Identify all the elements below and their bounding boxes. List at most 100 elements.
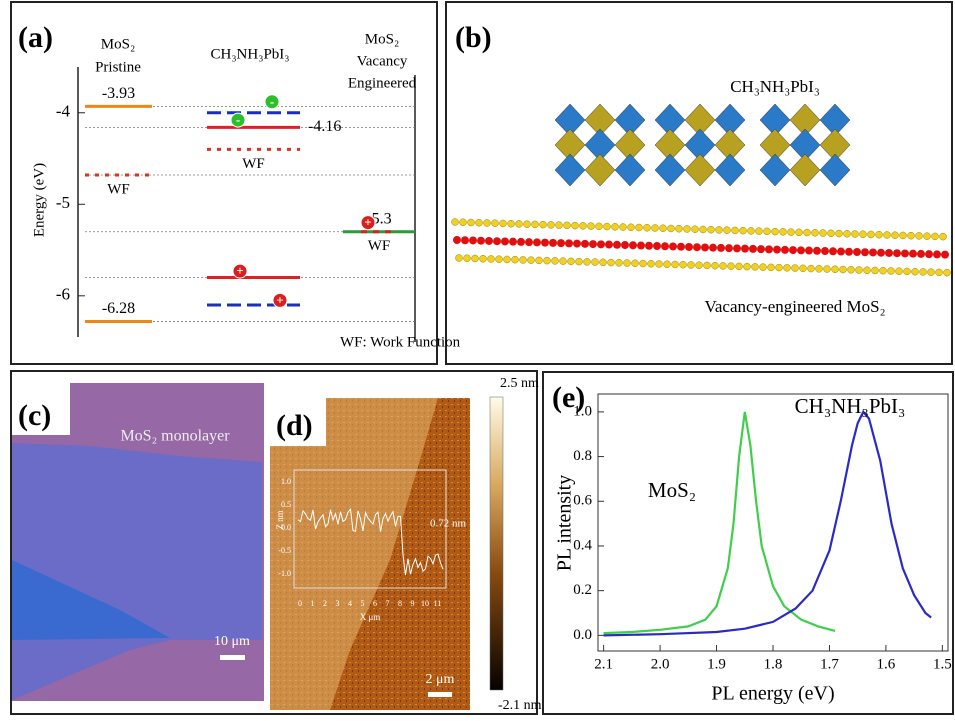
level-label: WF <box>107 181 130 197</box>
atom <box>732 227 739 234</box>
y-tick-label: 0.4 <box>573 537 592 553</box>
x-axis-label: PL energy (eV) <box>711 683 834 705</box>
x-tick-label: 1.8 <box>764 656 783 672</box>
atom <box>773 246 781 254</box>
atom <box>536 257 543 264</box>
atom <box>452 219 459 226</box>
legend-label: CH₃NH₃PbI₃ <box>795 394 906 418</box>
atom <box>709 244 717 252</box>
atom <box>540 221 547 228</box>
inset-tick-label: 5 <box>361 599 365 608</box>
atom <box>696 262 703 269</box>
atom <box>624 260 631 267</box>
octahedron <box>715 154 745 186</box>
page: {"figure": { "panel_a": {"label": "(a)",… <box>0 0 955 716</box>
atom <box>472 255 479 262</box>
atom <box>669 242 677 250</box>
atom <box>756 228 763 235</box>
atom <box>557 239 565 247</box>
scale-bar-label: 10 μm <box>214 634 250 649</box>
caption: MoS₂ monolayer <box>120 428 230 445</box>
atom <box>725 244 733 252</box>
atom <box>469 236 477 244</box>
atom <box>612 223 619 230</box>
atom <box>613 241 621 249</box>
structure-label: Vacancy-engineered MoS₂ <box>704 297 885 316</box>
atom <box>596 223 603 230</box>
atom <box>784 264 791 271</box>
octahedron <box>790 154 820 186</box>
atom <box>829 247 837 255</box>
atom <box>757 245 765 253</box>
atom <box>712 262 719 269</box>
atom <box>685 243 693 251</box>
axis-label: Energy (eV) <box>31 163 47 237</box>
atom <box>820 230 827 237</box>
column-header: Vacancy <box>357 53 408 69</box>
atom <box>605 241 613 249</box>
atom <box>748 227 755 234</box>
atom <box>765 245 773 253</box>
atom <box>717 244 725 252</box>
atom <box>680 261 687 268</box>
inset-tick-label: 6 <box>373 599 377 608</box>
atom <box>856 267 863 274</box>
atom <box>901 249 909 257</box>
structure-drawing <box>452 104 951 276</box>
atom <box>916 232 923 239</box>
atom <box>456 255 463 262</box>
x-tick-label: 1.6 <box>877 656 896 672</box>
atom <box>688 261 695 268</box>
y-tick-label: 0.6 <box>573 493 592 509</box>
atom <box>493 237 501 245</box>
atom <box>749 245 757 253</box>
octahedron <box>655 154 685 186</box>
atom <box>560 258 567 265</box>
octahedron <box>585 154 615 186</box>
atom <box>508 220 515 227</box>
inset-tick-label: 1 <box>311 599 315 608</box>
atom <box>453 236 461 244</box>
atom <box>693 243 701 251</box>
atom <box>864 267 871 274</box>
figure: (a) Energy (eV) WF: Work Function (b) CH… <box>0 0 955 716</box>
atom <box>861 248 869 256</box>
atom <box>565 239 573 247</box>
atom <box>836 230 843 237</box>
atom <box>637 242 645 250</box>
inset-tick-label: 9 <box>411 599 415 608</box>
column-header: MoS₂ <box>101 36 135 52</box>
atom <box>485 237 493 245</box>
column-header: Engineered <box>348 75 417 91</box>
atom <box>888 267 895 274</box>
atom <box>500 220 507 227</box>
octahedron <box>685 154 715 186</box>
atom <box>752 263 759 270</box>
atom <box>597 240 605 248</box>
atom <box>573 240 581 248</box>
atom <box>672 261 679 268</box>
colorbar-label: -2.1 nm <box>498 698 542 713</box>
atom <box>484 219 491 226</box>
y-tick-label: -5 <box>56 193 70 212</box>
level-value: -4.16 <box>308 118 341 135</box>
atom <box>893 249 901 257</box>
atom <box>941 251 949 259</box>
column-header: CH₃NH₃PbI₃ <box>210 46 289 62</box>
atom <box>781 246 789 254</box>
atom <box>928 269 935 276</box>
atom <box>629 241 637 249</box>
atom <box>840 266 847 273</box>
atom <box>476 219 483 226</box>
atom <box>744 263 751 270</box>
atom <box>525 238 533 246</box>
atom <box>741 245 749 253</box>
atom <box>824 266 831 273</box>
step-height: 0.72 nm <box>430 518 467 530</box>
atom <box>677 243 685 251</box>
atom <box>656 261 663 268</box>
atom <box>764 228 771 235</box>
atom <box>628 224 635 231</box>
inset-tick-label: -0.5 <box>278 546 291 555</box>
atom <box>517 238 525 246</box>
